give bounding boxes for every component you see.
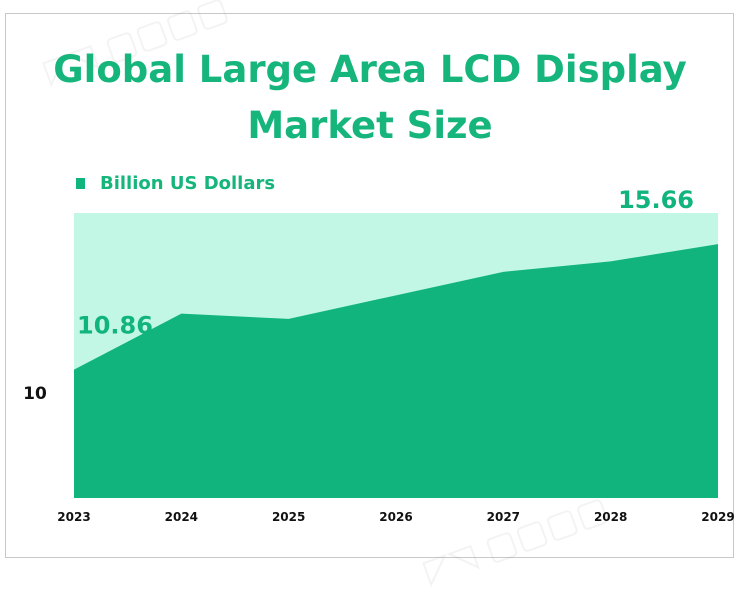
data-labels: 10.86 15.66	[77, 186, 694, 340]
legend: Billion US Dollars	[76, 170, 275, 196]
x-tick-label: 2027	[487, 510, 520, 524]
data-label: 10.86	[77, 312, 153, 340]
x-tick-label: 2026	[379, 510, 412, 524]
y-tick-label: 10	[23, 384, 47, 404]
x-axis: 2023 2024 2025 2026 2027 2028 2029	[57, 510, 734, 524]
area-series	[74, 244, 718, 498]
x-tick-label: 2023	[57, 510, 90, 524]
chart-title-line-1: Global Large Area LCD Display	[53, 48, 687, 91]
data-label: 15.66	[618, 186, 694, 214]
legend-label: Billion US Dollars	[100, 172, 276, 194]
area-chart: 2023 2024 2025 2026 2027 2028 2029 10 10.86 15.…	[23, 186, 735, 524]
chart-title: Global Large Area LCD Display Market Siz…	[0, 42, 740, 154]
x-tick-label: 2028	[594, 510, 627, 524]
y-axis: 10	[23, 384, 47, 404]
x-tick-label: 2024	[165, 510, 198, 524]
x-tick-label: 2029	[701, 510, 734, 524]
chart-title-line-2: Market Size	[247, 104, 493, 147]
x-tick-label: 2025	[272, 510, 305, 524]
legend-swatch	[76, 177, 85, 189]
